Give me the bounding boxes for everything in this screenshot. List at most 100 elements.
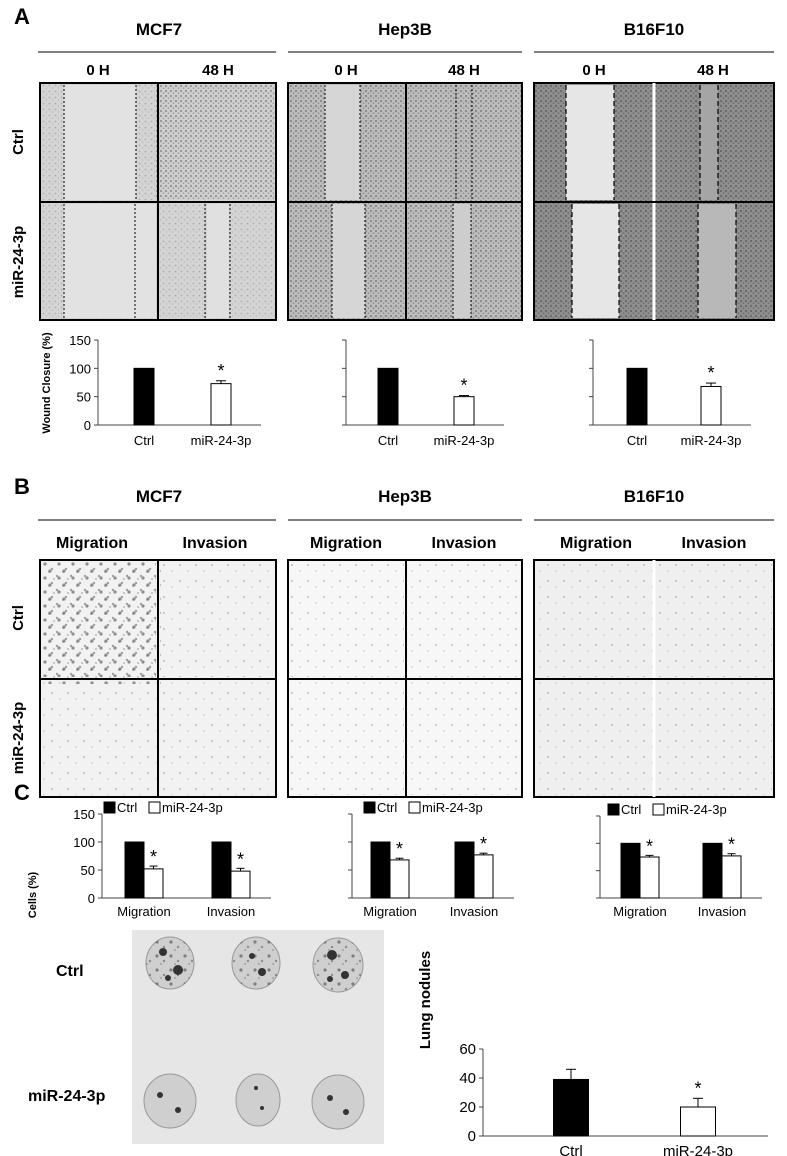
cells-b16f10-legend-mir-swatch	[652, 803, 665, 816]
a-header-mcf7: MCF7	[136, 20, 182, 39]
cells-hep3b-xtick-label: Invasion	[450, 904, 498, 919]
b-header-hep3b: Hep3B	[378, 487, 432, 506]
transwell-images	[39, 559, 775, 798]
cells-b16f10-xtick-label: Migration	[613, 904, 666, 919]
c-row-label-mir: miR-24-3p	[28, 1088, 106, 1105]
cells-mcf7-bar-ctrl	[211, 841, 232, 899]
lung-nodules-ytick-label: 20	[459, 1099, 476, 1116]
a-header-hep3b: Hep3B	[378, 20, 432, 39]
wound-b16f10-xtick-label: Ctrl	[627, 433, 647, 448]
lung-nodules-ytick-label: 60	[459, 1041, 476, 1058]
panel-c-letter: C	[14, 780, 30, 805]
cells-mcf7-xtick-label: Invasion	[207, 904, 255, 919]
cells-hep3b-bar-mir-24-3p	[389, 859, 410, 899]
wound-mcf7-bar-mir-24-3p	[210, 383, 232, 426]
lung-nodules-bar-mir-24-3p	[680, 1106, 716, 1137]
cells-b16f10-legend-mir-label: miR-24-3p	[666, 802, 727, 817]
micrograph-mcf7-transwell	[39, 559, 277, 798]
wound-hep3b-bar-mir-24-3p	[453, 396, 475, 426]
cells-mcf7-legend-ctrl-swatch	[103, 801, 116, 814]
cells-b16f10-bar-mir-24-3p	[639, 856, 660, 899]
cells-b16f10-legend-ctrl-label: Ctrl	[621, 802, 641, 817]
panel-a-letter: A	[14, 4, 30, 29]
micrograph-hep3b-wound	[287, 82, 523, 321]
cells-mcf7-ytick-label: 50	[81, 863, 95, 878]
charts-layer: 0 50 100 150 Ctrl miR-24-3p * Ctrl miR-24-3p * Ctr…	[69, 333, 768, 1156]
cells-hep3b-legend-mir-swatch	[408, 801, 421, 814]
b-row-label-ctrl: Ctrl	[10, 605, 27, 631]
b-col-hep3b-invasion: Invasion	[432, 535, 497, 552]
wound-hep3b-xtick-label: Ctrl	[378, 433, 398, 448]
cells-mcf7-ytick-label: 100	[73, 835, 95, 850]
wound-mcf7-bar-ctrl	[133, 367, 155, 426]
a-time-b16f10-48h: 48 H	[697, 62, 729, 79]
wound-hep3b-xtick-label: miR-24-3p	[434, 433, 495, 448]
a-time-mcf7-48h: 48 H	[202, 62, 234, 79]
wound-mcf7-ytick-label: 100	[69, 361, 91, 376]
cells-hep3b-significance-mark: *	[396, 839, 403, 859]
c-row-label-ctrl: Ctrl	[56, 963, 84, 980]
wound-b16f10-xtick-label: miR-24-3p	[681, 433, 742, 448]
lung-photo	[132, 930, 384, 1144]
wound-mcf7-ytick-label: 0	[84, 418, 91, 433]
cells-mcf7-bar-mir-24-3p	[143, 868, 164, 899]
wound-mcf7-ytick-label: 50	[77, 390, 91, 405]
cells-mcf7-ytick-label: 150	[73, 807, 95, 822]
cells-b16f10-bar-ctrl	[620, 842, 641, 899]
b-col-mcf7-invasion: Invasion	[183, 535, 248, 552]
b-col-mcf7-migration: Migration	[56, 535, 128, 552]
lung-ylabel: Lung nodules	[417, 951, 434, 1049]
wound-b16f10-bar-ctrl	[626, 367, 648, 426]
lung-nodules-ytick-label: 0	[468, 1128, 476, 1145]
wound-mcf7-ytick-label: 150	[69, 333, 91, 348]
cells-mcf7-legend-mir-swatch	[148, 801, 161, 814]
cells-hep3b-legend-ctrl-label: Ctrl	[377, 800, 397, 815]
panel-b-letter: B	[14, 474, 30, 499]
lung-nodules-xtick-label: miR-24-3p	[663, 1143, 733, 1156]
cells-hep3b-bar-mir-24-3p	[473, 854, 494, 899]
micrograph-hep3b-transwell	[287, 559, 523, 798]
lung-nodules-significance-mark: *	[694, 1078, 701, 1098]
a-time-b16f10-0h: 0 H	[582, 62, 605, 79]
cells-mcf7-significance-mark: *	[150, 847, 157, 867]
a-header-b16f10: B16F10	[624, 20, 684, 39]
micrograph-b16f10-transwell	[533, 559, 775, 798]
cells-b16f10-xtick-label: Invasion	[698, 904, 746, 919]
wound-assay-images	[39, 82, 775, 321]
cells-b16f10-legend-ctrl-swatch	[607, 803, 620, 816]
cells-mcf7-ytick-label: 0	[88, 891, 95, 906]
wound-mcf7-xtick-label: Ctrl	[134, 433, 154, 448]
wound-b16f10-bar-mir-24-3p	[700, 385, 722, 426]
a-time-hep3b-48h: 48 H	[448, 62, 480, 79]
cells-b16f10-significance-mark: *	[728, 835, 735, 855]
cells-hep3b-xtick-label: Migration	[363, 904, 416, 919]
cells-mcf7-legend-mir-label: miR-24-3p	[162, 800, 223, 815]
cells-mcf7-legend-ctrl-label: Ctrl	[117, 800, 137, 815]
a-time-hep3b-0h: 0 H	[334, 62, 357, 79]
b-col-hep3b-migration: Migration	[310, 535, 382, 552]
cells-hep3b-bar-ctrl	[454, 841, 475, 899]
micrograph-b16f10-wound	[533, 82, 775, 321]
a-row-label-mir: miR-24-3p	[10, 226, 27, 299]
cells-mcf7-bar-mir-24-3p	[230, 870, 251, 899]
lung-nodules-xtick-label: Ctrl	[559, 1143, 582, 1156]
cells-b16f10-bar-ctrl	[702, 842, 723, 899]
a-row-label-ctrl: Ctrl	[10, 129, 27, 155]
cells-hep3b-legend-mir-label: miR-24-3p	[422, 800, 483, 815]
lung-nodules-bar-ctrl	[553, 1078, 589, 1137]
cells-b16f10-significance-mark: *	[646, 836, 653, 856]
wound-hep3b-significance-mark: *	[460, 376, 467, 396]
b-row-label-mir: miR-24-3p	[10, 702, 27, 775]
b-header-b16f10: B16F10	[624, 487, 684, 506]
cells-mcf7-significance-mark: *	[237, 849, 244, 869]
wound-ylabel: Wound Closure (%)	[41, 332, 53, 434]
wound-mcf7-xtick-label: miR-24-3p	[191, 433, 252, 448]
b-header-mcf7: MCF7	[136, 487, 182, 506]
cells-mcf7-xtick-label: Migration	[117, 904, 170, 919]
micrograph-mcf7-wound	[39, 82, 277, 321]
cells-mcf7-bar-ctrl	[124, 841, 145, 899]
cells-hep3b-significance-mark: *	[480, 834, 487, 854]
cells-b16f10-bar-mir-24-3p	[721, 855, 742, 899]
wound-mcf7-significance-mark: *	[217, 361, 224, 381]
